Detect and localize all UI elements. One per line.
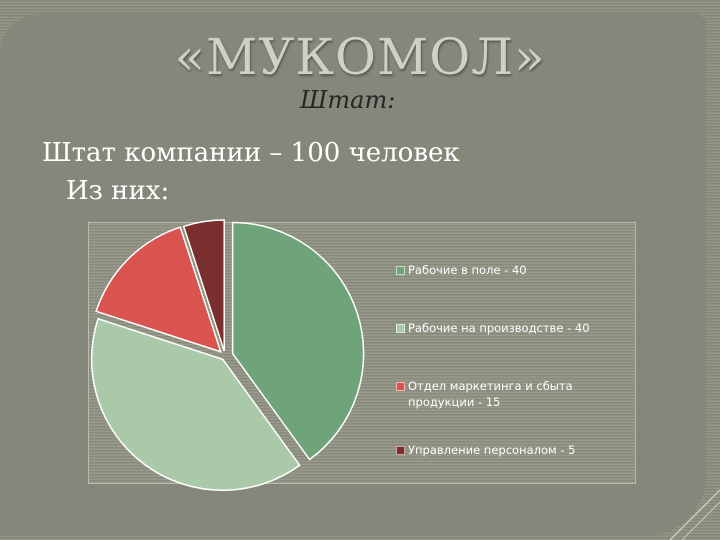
legend-label: Управление персоналом - 5	[408, 443, 576, 457]
legend-label: Рабочие на производстве - 40	[408, 321, 590, 335]
pie-slice-4	[182, 219, 225, 352]
legend-swatch	[396, 382, 405, 391]
legend-label: Рабочие в поле - 40	[408, 263, 527, 277]
legend-item-3: Отдел маркетинга и сбыта продукции - 15	[396, 378, 632, 410]
pie-slice-2	[90, 317, 301, 491]
slide-title: «МУКОМОЛ»	[174, 28, 546, 86]
legend-item-4: Управление персоналом - 5	[396, 442, 632, 458]
legend-label: Отдел маркетинга и сбыта продукции - 15	[408, 379, 573, 409]
legend-item-1: Рабочие в поле - 40	[396, 262, 632, 278]
staff-count-text: Штат компании – 100 человек	[42, 138, 460, 168]
pie-slice-3	[95, 226, 222, 353]
legend-item-2: Рабочие на производстве - 40	[396, 320, 632, 336]
of-them-text: Из них:	[66, 176, 170, 206]
slide-subtitle: Штат:	[300, 86, 396, 114]
legend-swatch	[396, 324, 405, 333]
corner-decoration	[669, 489, 720, 540]
pie-slice-1	[231, 221, 365, 461]
legend-swatch	[396, 446, 405, 455]
legend-swatch	[396, 266, 405, 275]
